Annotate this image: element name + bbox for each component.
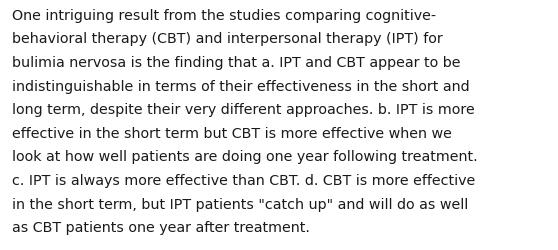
Text: look at how well patients are doing one year following treatment.: look at how well patients are doing one …: [12, 150, 478, 164]
Text: bulimia nervosa is the finding that a. IPT and CBT appear to be: bulimia nervosa is the finding that a. I…: [12, 56, 461, 70]
Text: indistinguishable in terms of their effectiveness in the short and: indistinguishable in terms of their effe…: [12, 79, 470, 93]
Text: long term, despite their very different approaches. b. IPT is more: long term, despite their very different …: [12, 103, 475, 117]
Text: effective in the short term but CBT is more effective when we: effective in the short term but CBT is m…: [12, 126, 452, 140]
Text: behavioral therapy (CBT) and interpersonal therapy (IPT) for: behavioral therapy (CBT) and interperson…: [12, 32, 443, 46]
Text: c. IPT is always more effective than CBT. d. CBT is more effective: c. IPT is always more effective than CBT…: [12, 173, 475, 187]
Text: as CBT patients one year after treatment.: as CBT patients one year after treatment…: [12, 220, 310, 234]
Text: in the short term, but IPT patients "catch up" and will do as well: in the short term, but IPT patients "cat…: [12, 197, 469, 211]
Text: One intriguing result from the studies comparing cognitive-: One intriguing result from the studies c…: [12, 9, 436, 23]
